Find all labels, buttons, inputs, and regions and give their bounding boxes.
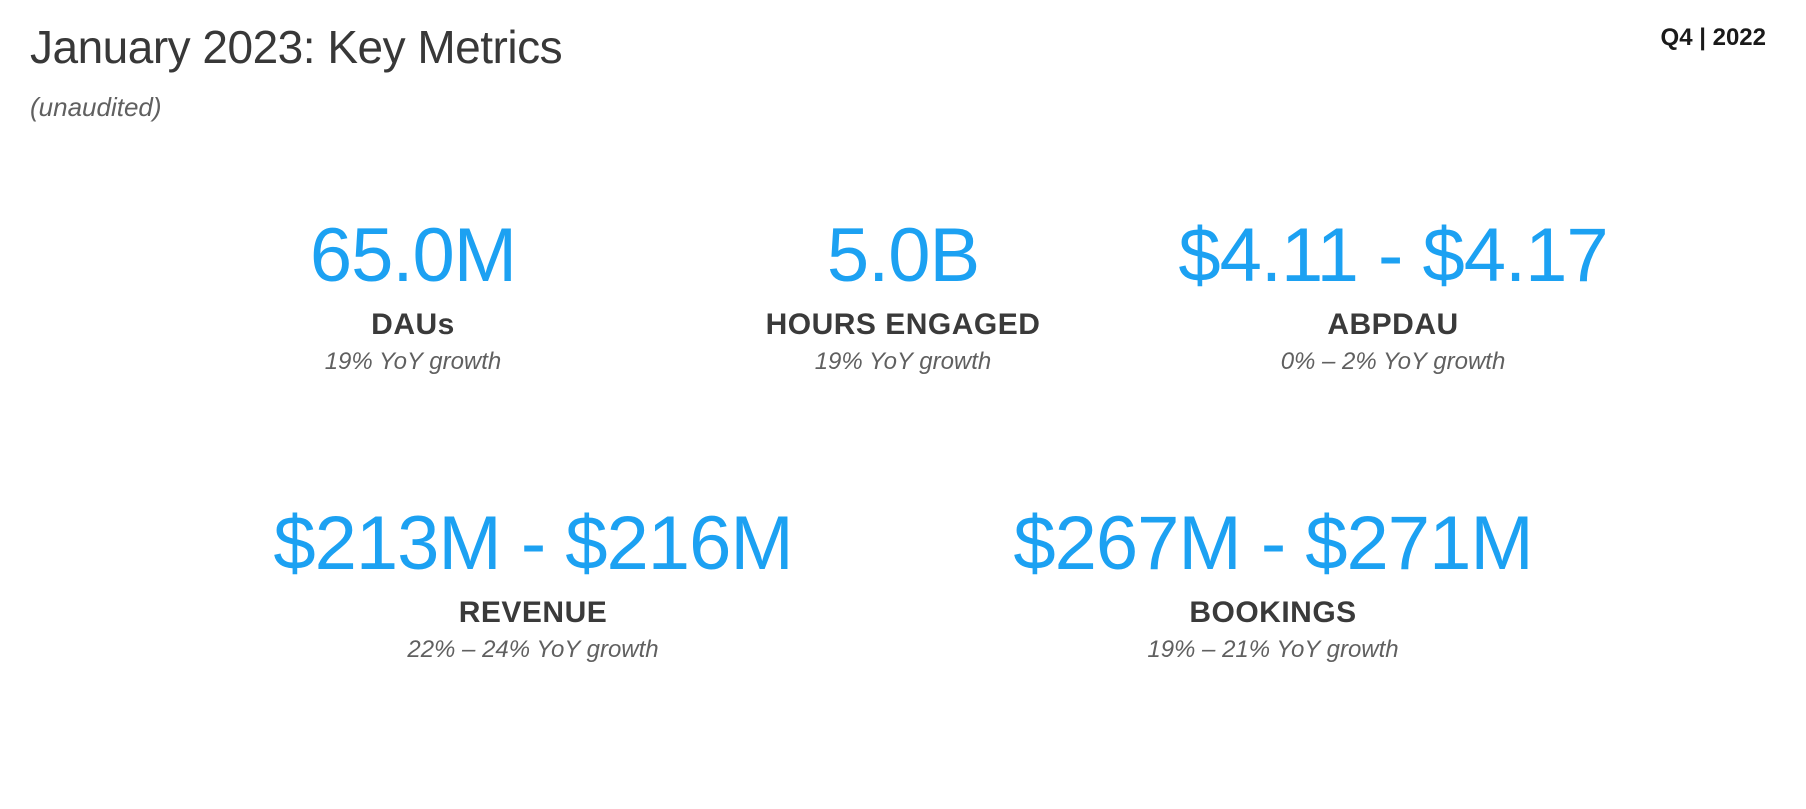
metrics-row-top: 65.0M DAUs 19% YoY growth 5.0B HOURS ENG…: [30, 218, 1776, 376]
metric-card-revenue: $213M - $216M REVENUE 22% – 24% YoY grow…: [163, 506, 903, 664]
metric-value: $213M - $216M: [273, 506, 792, 582]
metric-label: ABPDAU: [1327, 308, 1458, 342]
metric-value: 65.0M: [310, 218, 516, 294]
metric-value: $4.11 - $4.17: [1178, 218, 1607, 294]
metric-card-hours-engaged: 5.0B HOURS ENGAGED 19% YoY growth: [658, 218, 1148, 376]
metric-card-abpdau: $4.11 - $4.17 ABPDAU 0% – 2% YoY growth: [1148, 218, 1638, 376]
metric-label: HOURS ENGAGED: [766, 308, 1041, 342]
metric-label: REVENUE: [459, 596, 608, 630]
metric-value: 5.0B: [827, 218, 979, 294]
header-row: January 2023: Key Metrics Q4 | 2022: [30, 20, 1776, 74]
period-label: Q4 | 2022: [1661, 24, 1766, 52]
metric-label: BOOKINGS: [1189, 596, 1356, 630]
metric-growth: 22% – 24% YoY growth: [407, 636, 658, 664]
metric-growth: 19% YoY growth: [815, 348, 992, 376]
metrics-row-bottom: $213M - $216M REVENUE 22% – 24% YoY grow…: [30, 506, 1776, 664]
metric-card-daus: 65.0M DAUs 19% YoY growth: [168, 218, 658, 376]
page-title: January 2023: Key Metrics: [30, 20, 562, 74]
metric-label: DAUs: [371, 308, 455, 342]
metric-growth: 19% – 21% YoY growth: [1147, 636, 1398, 664]
metric-card-bookings: $267M - $271M BOOKINGS 19% – 21% YoY gro…: [903, 506, 1643, 664]
metric-growth: 19% YoY growth: [325, 348, 502, 376]
metric-growth: 0% – 2% YoY growth: [1281, 348, 1506, 376]
metrics-container: 65.0M DAUs 19% YoY growth 5.0B HOURS ENG…: [30, 218, 1776, 664]
metric-value: $267M - $271M: [1013, 506, 1532, 582]
page-subtitle: (unaudited): [30, 92, 1776, 123]
